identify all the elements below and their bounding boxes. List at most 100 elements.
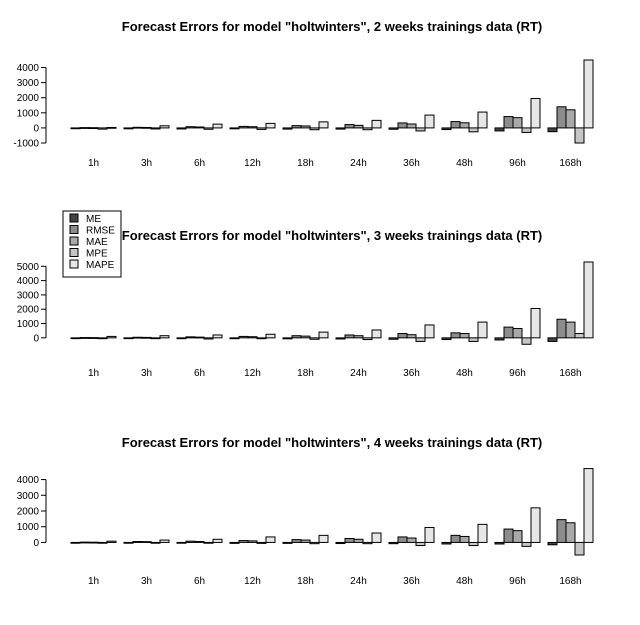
bar-mpe-1h [97, 127, 108, 130]
bar-mae-48h [459, 122, 470, 129]
bar-mae-96h [512, 530, 523, 543]
bar-mae-18h [300, 335, 311, 339]
bar-rmse-24h [344, 124, 355, 129]
bar-rmse-168h [556, 519, 567, 543]
x-category-label: 12h [244, 368, 261, 379]
x-category-label: 36h [403, 576, 420, 587]
y-tick-label: 3000 [17, 491, 40, 502]
y-tick-label: 2000 [17, 305, 40, 316]
bar-mae-36h [406, 537, 417, 543]
bar-mae-6h [194, 540, 205, 543]
bar-mpe-1h [97, 337, 108, 340]
bar-mae-1h [88, 337, 99, 339]
bar-me-12h [229, 337, 240, 340]
bar-mae-24h [353, 335, 364, 339]
bar-rmse-48h [450, 534, 461, 543]
legend-label: RMSE [86, 226, 115, 237]
bar-me-1h [70, 541, 81, 544]
bar-mae-24h [353, 538, 364, 543]
x-category-label: 36h [403, 158, 420, 169]
bar-mape-24h [371, 119, 382, 129]
x-category-label: 168h [559, 576, 581, 587]
x-category-label: 24h [350, 576, 367, 587]
bar-mape-3h [159, 125, 170, 129]
bar-mape-12h [265, 122, 276, 129]
bar-me-36h [388, 127, 399, 130]
bar-mpe-96h [521, 337, 532, 345]
x-category-label: 96h [509, 576, 526, 587]
x-category-label: 6h [194, 158, 205, 169]
bar-mae-18h [300, 539, 311, 543]
y-tick-label: 0 [33, 123, 39, 134]
bar-mae-12h [247, 540, 258, 543]
bar-mpe-6h [203, 541, 214, 544]
bar-mpe-24h [362, 541, 373, 545]
bar-rmse-3h [132, 540, 143, 543]
bar-me-96h [494, 127, 505, 132]
bar-mpe-24h [362, 127, 373, 131]
y-tick-label: 2000 [17, 507, 40, 518]
bar-mae-1h [88, 541, 99, 544]
bar-rmse-12h [238, 335, 249, 339]
bar-mape-96h [530, 97, 541, 129]
y-tick-label: 0 [33, 538, 39, 549]
bar-mape-18h [318, 534, 329, 543]
bar-mpe-12h [256, 127, 267, 130]
bar-mpe-36h [415, 541, 426, 547]
y-tick-label: 4000 [17, 475, 40, 486]
bar-mpe-96h [521, 127, 532, 133]
bar-mae-96h [512, 328, 523, 339]
bar-me-1h [70, 337, 81, 340]
bar-rmse-1h [79, 127, 90, 129]
bar-mape-12h [265, 536, 276, 543]
bar-rmse-96h [503, 116, 514, 129]
bar-mpe-36h [415, 127, 426, 132]
x-category-label: 18h [297, 368, 314, 379]
y-tick-label: 3000 [17, 290, 40, 301]
bar-mpe-48h [468, 541, 479, 547]
bar-mpe-168h [574, 333, 585, 339]
bar-rmse-48h [450, 121, 461, 129]
x-category-label: 36h [403, 368, 420, 379]
bar-mape-24h [371, 329, 382, 339]
y-tick-label: 1000 [17, 522, 40, 533]
bar-mae-6h [194, 336, 205, 339]
bar-mpe-12h [256, 541, 267, 544]
bar-rmse-6h [185, 126, 196, 129]
bar-mape-18h [318, 121, 329, 129]
legend-label: MPE [86, 249, 108, 260]
bar-me-18h [282, 337, 293, 340]
bar-mape-168h [583, 468, 594, 543]
bar-rmse-168h [556, 318, 567, 339]
bar-mape-6h [212, 538, 223, 543]
bar-mae-168h [565, 109, 576, 129]
bar-me-24h [335, 337, 346, 340]
bar-me-96h [494, 541, 505, 545]
bar-rmse-12h [238, 125, 249, 129]
x-category-label: 1h [88, 576, 99, 587]
x-category-label: 96h [509, 368, 526, 379]
chart-panel-2: Forecast Errors for model "holtwinters",… [17, 228, 594, 379]
bar-mape-96h [530, 507, 541, 543]
bar-mae-3h [141, 541, 152, 543]
bar-mae-12h [247, 336, 258, 339]
legend-swatch-rmse [69, 225, 79, 234]
y-tick-label: 0 [33, 333, 39, 344]
bar-rmse-6h [185, 336, 196, 339]
bar-mae-96h [512, 117, 523, 129]
y-tick-label: 4000 [17, 63, 40, 74]
bar-me-1h [70, 127, 81, 130]
bar-mape-24h [371, 532, 382, 543]
bar-mae-48h [459, 333, 470, 339]
bar-me-18h [282, 127, 293, 130]
bar-me-168h [547, 337, 558, 342]
bar-mape-48h [477, 111, 488, 129]
bar-mape-168h [583, 261, 594, 339]
bar-mae-48h [459, 535, 470, 543]
bar-rmse-1h [79, 541, 90, 544]
chart-title: Forecast Errors for model "holtwinters",… [122, 228, 542, 243]
bar-rmse-24h [344, 538, 355, 543]
bar-mpe-48h [468, 337, 479, 342]
bar-mpe-6h [203, 127, 214, 130]
